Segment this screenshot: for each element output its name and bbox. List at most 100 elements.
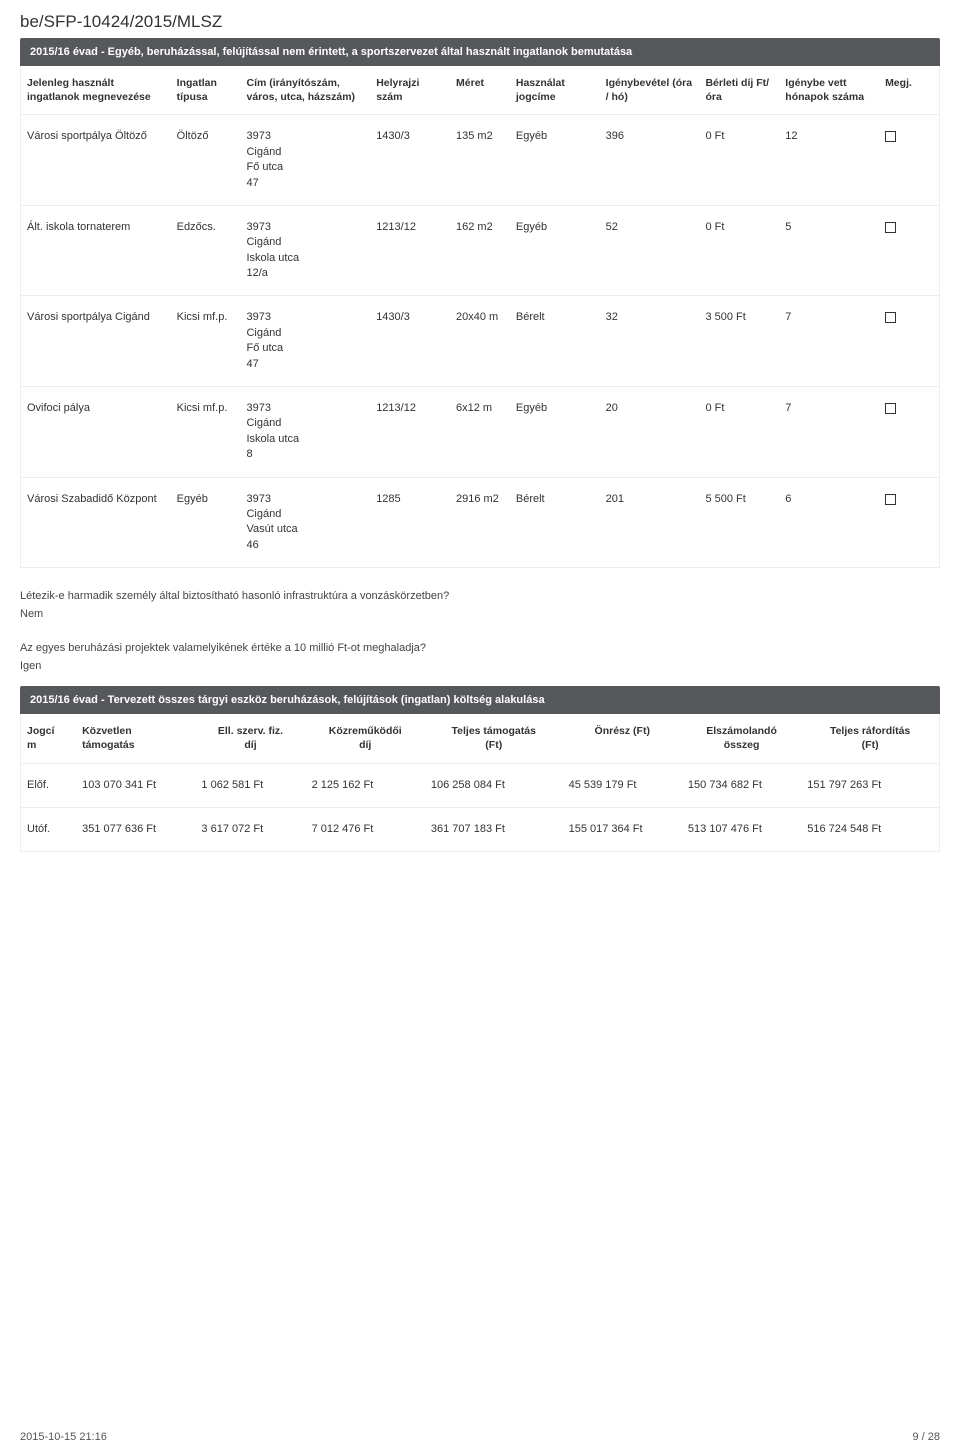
col-hrsz: Helyrajzi szám [370, 66, 450, 115]
addr-line: Vasút utca [246, 522, 364, 537]
addr-line: Fő utca [246, 341, 364, 356]
cell-note [879, 477, 939, 568]
c2h3a: Ell. szerv. fiz. [218, 725, 283, 737]
c2h1b: m [27, 739, 36, 751]
table-row: Városi sportpálya Öltöző Öltöző 3973Cigá… [21, 115, 939, 206]
answer-1: Nem [20, 608, 940, 620]
cell-c1: 103 070 341 Ft [76, 763, 195, 807]
cell-name: Városi Szabadidő Központ [21, 477, 171, 568]
cell-usage: 32 [600, 296, 700, 387]
c2h2a: Közvetlen [82, 725, 132, 737]
col-title: Használat jogcíme [510, 66, 600, 115]
checkbox-icon[interactable] [885, 222, 896, 233]
checkbox-icon[interactable] [885, 403, 896, 414]
cell-name: Városi sportpálya Öltöző [21, 115, 171, 206]
addr-line: 3973 [246, 310, 364, 325]
col-usage: Igénybevétel (óra / hó) [600, 66, 700, 115]
addr-line: 8 [246, 447, 364, 462]
addr-line: 46 [246, 538, 364, 553]
cell-addr: 3973CigándVasút utca46 [240, 477, 370, 568]
footer-date: 2015-10-15 21:16 [20, 1431, 107, 1443]
cell-size: 162 m2 [450, 205, 510, 296]
cell-size: 2916 m2 [450, 477, 510, 568]
c2h4: Közreműködői díj [306, 714, 425, 763]
col-months: Igénybe vett hónapok száma [779, 66, 879, 115]
cell-months: 5 [779, 205, 879, 296]
properties-table: Jelenleg használt ingatlanok megnevezése… [21, 66, 939, 568]
addr-line: Cigánd [246, 145, 364, 160]
question-2: Az egyes beruházási projektek valamelyik… [20, 642, 940, 654]
c2h8: Teljes ráfordítás (Ft) [801, 714, 939, 763]
cell-title: Egyéb [510, 205, 600, 296]
table-row: Városi Szabadidő Központ Egyéb 3973Cigán… [21, 477, 939, 568]
c2h6: Önrész (Ft) [563, 714, 682, 763]
col-note: Megj. [879, 66, 939, 115]
cell-addr: 3973CigándFő utca47 [240, 115, 370, 206]
checkbox-icon[interactable] [885, 312, 896, 323]
cell-title: Bérelt [510, 477, 600, 568]
cell-hrsz: 1285 [370, 477, 450, 568]
cell-type: Egyéb [171, 477, 241, 568]
addr-line: Cigánd [246, 416, 364, 431]
c2h7b: összeg [724, 739, 760, 751]
cell-c4: 361 707 183 Ft [425, 807, 563, 851]
cell-addr: 3973CigándIskola utca8 [240, 387, 370, 478]
addr-line: 3973 [246, 492, 364, 507]
addr-line: Fő utca [246, 160, 364, 175]
cell-type: Kicsi mf.p. [171, 296, 241, 387]
col-type: Ingatlan típusa [171, 66, 241, 115]
cell-type: Edzőcs. [171, 205, 241, 296]
footer: 2015-10-15 21:16 9 / 28 [20, 1431, 940, 1443]
cell-k: Utóf. [21, 807, 76, 851]
cell-type: Öltöző [171, 115, 241, 206]
cell-c7: 151 797 263 Ft [801, 763, 939, 807]
c2h5: Teljes támogatás (Ft) [425, 714, 563, 763]
table-row: Ovifoci pálya Kicsi mf.p. 3973CigándIsko… [21, 387, 939, 478]
addr-line: Iskola utca [246, 251, 364, 266]
c2h3: Ell. szerv. fiz. díj [195, 714, 305, 763]
cell-rent: 3 500 Ft [699, 296, 779, 387]
cell-size: 6x12 m [450, 387, 510, 478]
doc-id: be/SFP-10424/2015/MLSZ [20, 12, 940, 32]
c2h1: Jogcí m [21, 714, 76, 763]
addr-line: 12/a [246, 266, 364, 281]
cost-table: Jogcí m Közvetlen támogatás Ell. szerv. … [21, 714, 939, 852]
checkbox-icon[interactable] [885, 131, 896, 142]
cell-rent: 0 Ft [699, 115, 779, 206]
addr-line: 47 [246, 357, 364, 372]
table-row: Utóf. 351 077 636 Ft 3 617 072 Ft 7 012 … [21, 807, 939, 851]
cell-k: Előf. [21, 763, 76, 807]
cell-c2: 3 617 072 Ft [195, 807, 305, 851]
cell-months: 7 [779, 296, 879, 387]
section1-header: 2015/16 évad - Egyéb, beruházással, felú… [20, 38, 940, 66]
addr-line: 3973 [246, 401, 364, 416]
cell-size: 135 m2 [450, 115, 510, 206]
cell-months: 7 [779, 387, 879, 478]
addr-line: Cigánd [246, 507, 364, 522]
cell-c2: 1 062 581 Ft [195, 763, 305, 807]
c2h8b: (Ft) [862, 739, 879, 751]
addr-line: Cigánd [246, 235, 364, 250]
cell-c7: 516 724 548 Ft [801, 807, 939, 851]
addr-line: 3973 [246, 220, 364, 235]
cell-months: 6 [779, 477, 879, 568]
checkbox-icon[interactable] [885, 494, 896, 505]
cell-rent: 5 500 Ft [699, 477, 779, 568]
cell-hrsz: 1213/12 [370, 387, 450, 478]
col-addr: Cím (irányítószám, város, utca, házszám) [240, 66, 370, 115]
question-1: Létezik-e harmadik személy által biztosí… [20, 590, 940, 602]
cell-rent: 0 Ft [699, 205, 779, 296]
cell-months: 12 [779, 115, 879, 206]
cell-c4: 106 258 084 Ft [425, 763, 563, 807]
cell-note [879, 387, 939, 478]
cell-note [879, 205, 939, 296]
c2h7: Elszámolandó összeg [682, 714, 801, 763]
cell-c6: 513 107 476 Ft [682, 807, 801, 851]
section2-header: 2015/16 évad - Tervezett összes tárgyi e… [20, 686, 940, 714]
cell-rent: 0 Ft [699, 387, 779, 478]
table-row: Ált. iskola tornaterem Edzőcs. 3973Cigán… [21, 205, 939, 296]
cell-name: Ovifoci pálya [21, 387, 171, 478]
footer-page: 9 / 28 [912, 1431, 940, 1443]
cell-name: Ált. iskola tornaterem [21, 205, 171, 296]
cell-usage: 20 [600, 387, 700, 478]
